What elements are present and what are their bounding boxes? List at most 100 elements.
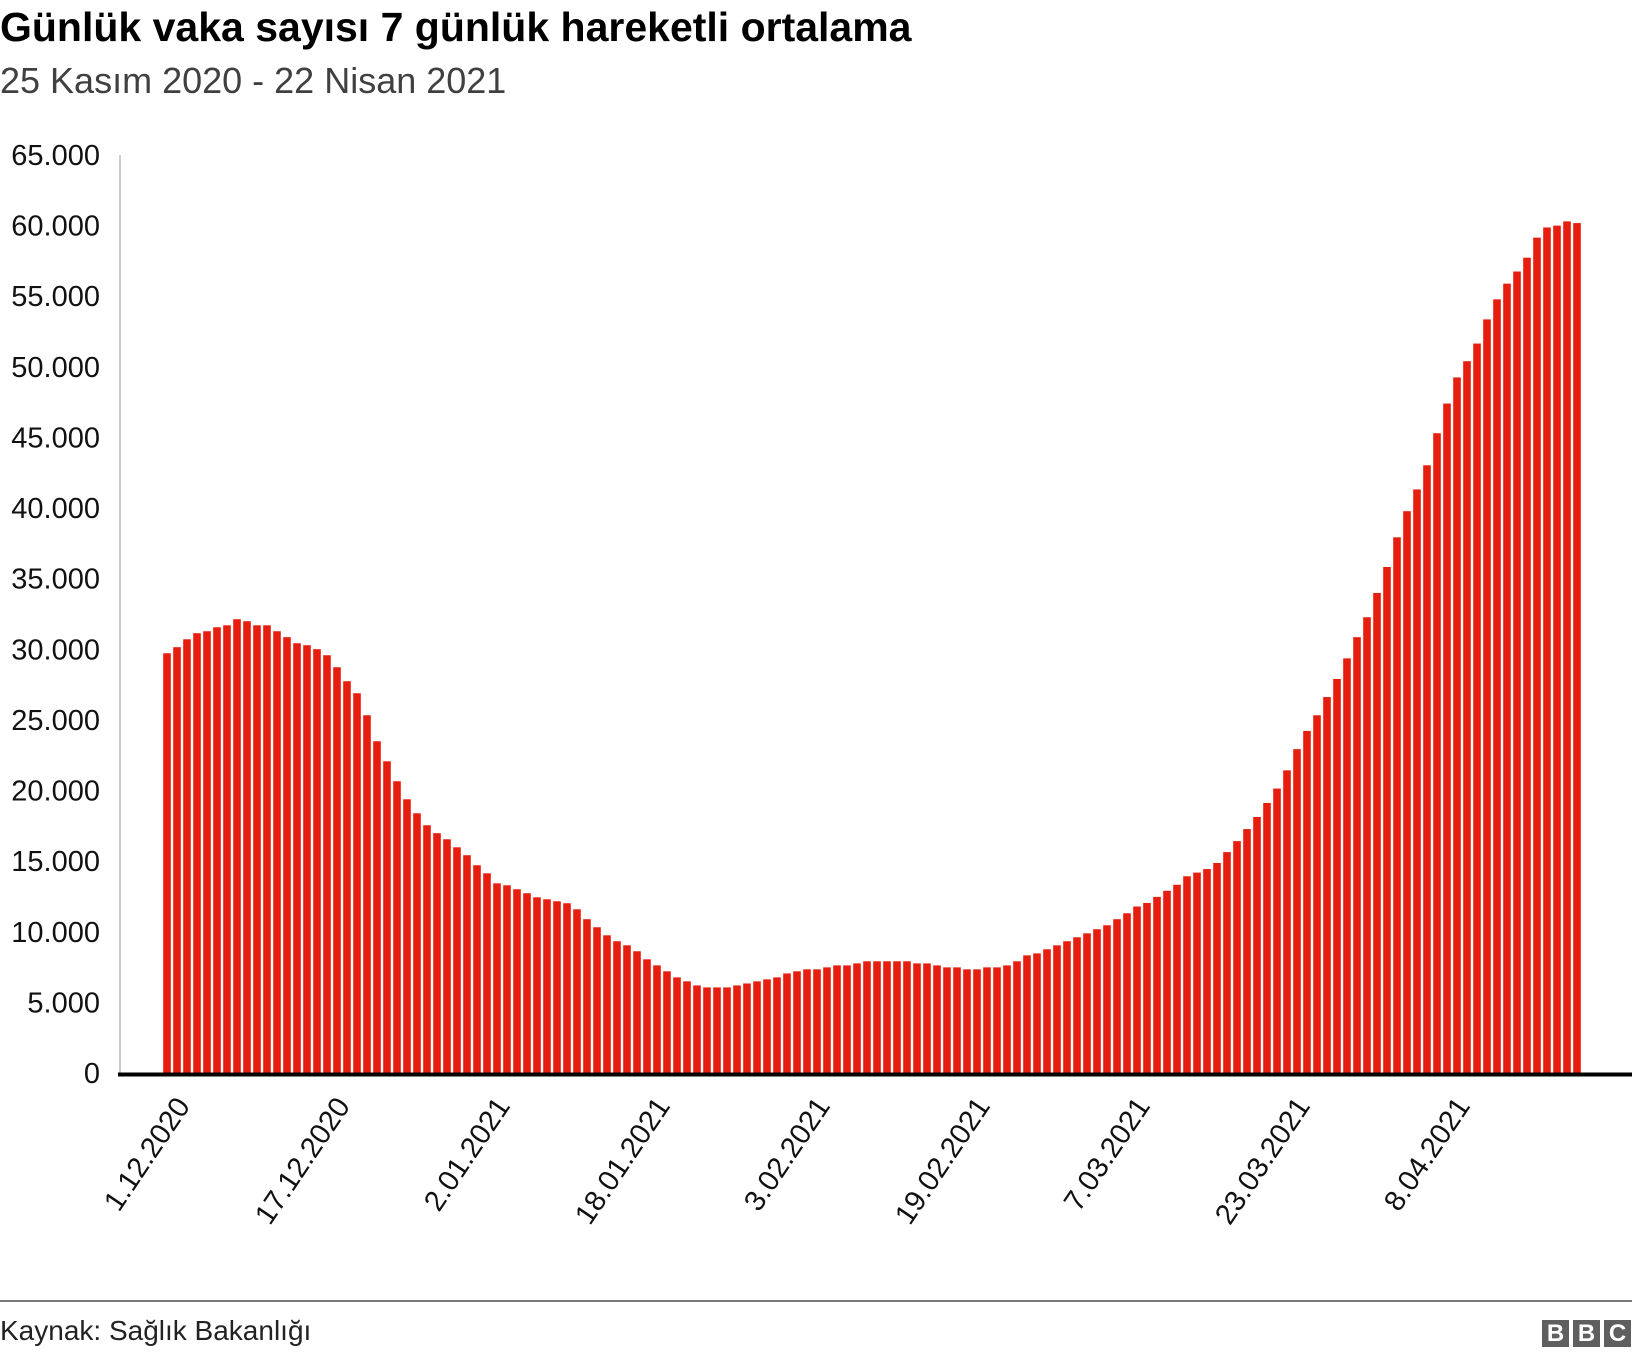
bar — [1473, 343, 1481, 1073]
y-tick-label: 10.000 — [11, 917, 100, 949]
bar — [393, 781, 401, 1073]
bar — [523, 893, 531, 1073]
y-tick-label: 0 — [84, 1058, 100, 1090]
bar — [1113, 919, 1121, 1073]
bar — [643, 959, 651, 1073]
bar — [743, 983, 751, 1073]
bar — [933, 965, 941, 1073]
bar — [1283, 770, 1291, 1073]
chart-title: Günlük vaka sayısı 7 günlük hareketli or… — [0, 4, 912, 50]
bar — [1203, 869, 1211, 1073]
x-tick-label: 18.01.2021 — [569, 1092, 677, 1230]
bar — [763, 979, 771, 1073]
bar — [1483, 319, 1491, 1074]
bar — [803, 969, 811, 1073]
bar — [1213, 862, 1221, 1073]
bar — [553, 901, 561, 1073]
bar — [983, 967, 991, 1073]
bar — [573, 909, 581, 1073]
y-tick-label: 45.000 — [11, 422, 100, 454]
bar — [733, 985, 741, 1073]
bar — [1083, 933, 1091, 1073]
bar — [413, 813, 421, 1073]
bar — [583, 919, 591, 1073]
bar — [183, 639, 191, 1073]
chart-subtitle: 25 Kasım 2020 - 22 Nisan 2021 — [0, 60, 507, 101]
x-tick-label: 8.04.2021 — [1378, 1092, 1477, 1217]
bar — [1353, 637, 1361, 1073]
bar — [1143, 902, 1151, 1073]
bar — [1073, 937, 1081, 1073]
y-tick-label: 25.000 — [11, 705, 100, 737]
bar — [1413, 489, 1421, 1073]
bbc-logo: B B C — [1542, 1320, 1631, 1347]
bar-chart: 0 5.000 10.000 15.000 20.000 25.000 30.000 35.0… — [11, 140, 1632, 1230]
bar — [213, 627, 221, 1073]
bar — [1063, 941, 1071, 1073]
bar — [1563, 221, 1571, 1073]
bar — [783, 973, 791, 1073]
x-tick-label: 17.12.2020 — [249, 1092, 357, 1230]
bar — [323, 655, 331, 1073]
y-tick-label: 15.000 — [11, 846, 100, 878]
bar — [1533, 237, 1541, 1073]
bar — [773, 977, 781, 1073]
x-tick-label: 7.03.2021 — [1058, 1092, 1157, 1217]
bar — [303, 645, 311, 1073]
y-tick-label: 60.000 — [11, 211, 100, 243]
bar — [403, 799, 411, 1073]
bar — [703, 987, 711, 1073]
bar — [1373, 592, 1381, 1073]
bar — [953, 967, 961, 1073]
bar — [903, 961, 911, 1073]
y-tick-label: 40.000 — [11, 493, 100, 525]
bar — [1233, 841, 1241, 1073]
x-tick-label: 1.12.2020 — [98, 1092, 197, 1217]
bar — [973, 969, 981, 1073]
bar — [173, 647, 181, 1073]
bar — [693, 985, 701, 1073]
bar — [1403, 511, 1411, 1074]
bar — [1513, 271, 1521, 1073]
bar — [893, 961, 901, 1073]
bar — [943, 967, 951, 1073]
bar — [673, 977, 681, 1073]
x-tick-label: 2.01.2021 — [418, 1092, 517, 1217]
y-tick-label: 65.000 — [11, 140, 100, 172]
bar — [1053, 945, 1061, 1073]
y-tick-label: 20.000 — [11, 776, 100, 808]
bar — [1023, 955, 1031, 1073]
bar — [1313, 715, 1321, 1073]
bar — [793, 971, 801, 1073]
bar — [1153, 896, 1161, 1073]
bar — [563, 903, 571, 1073]
bar — [633, 951, 641, 1073]
bar — [1223, 852, 1231, 1073]
bar — [283, 637, 291, 1073]
bar — [1433, 433, 1441, 1073]
bar — [713, 987, 721, 1073]
bar — [1243, 829, 1251, 1073]
bbc-logo-letter: B — [1542, 1320, 1569, 1347]
bar — [663, 971, 671, 1073]
bbc-logo-letter: B — [1573, 1320, 1600, 1347]
bar — [1003, 965, 1011, 1073]
bar — [1553, 225, 1561, 1074]
bar — [1343, 658, 1351, 1073]
bar — [163, 653, 171, 1073]
bar — [1333, 678, 1341, 1073]
bar — [613, 941, 621, 1073]
bbc-logo-letter: C — [1604, 1320, 1631, 1347]
bar — [823, 967, 831, 1073]
bar — [533, 897, 541, 1073]
bar — [493, 883, 501, 1073]
bar — [593, 927, 601, 1073]
bar — [1273, 788, 1281, 1073]
bar — [843, 965, 851, 1073]
bar — [243, 621, 251, 1073]
bar — [513, 889, 521, 1073]
bar — [873, 961, 881, 1073]
bar — [313, 649, 321, 1073]
bar — [1033, 953, 1041, 1073]
bar — [1393, 537, 1401, 1073]
